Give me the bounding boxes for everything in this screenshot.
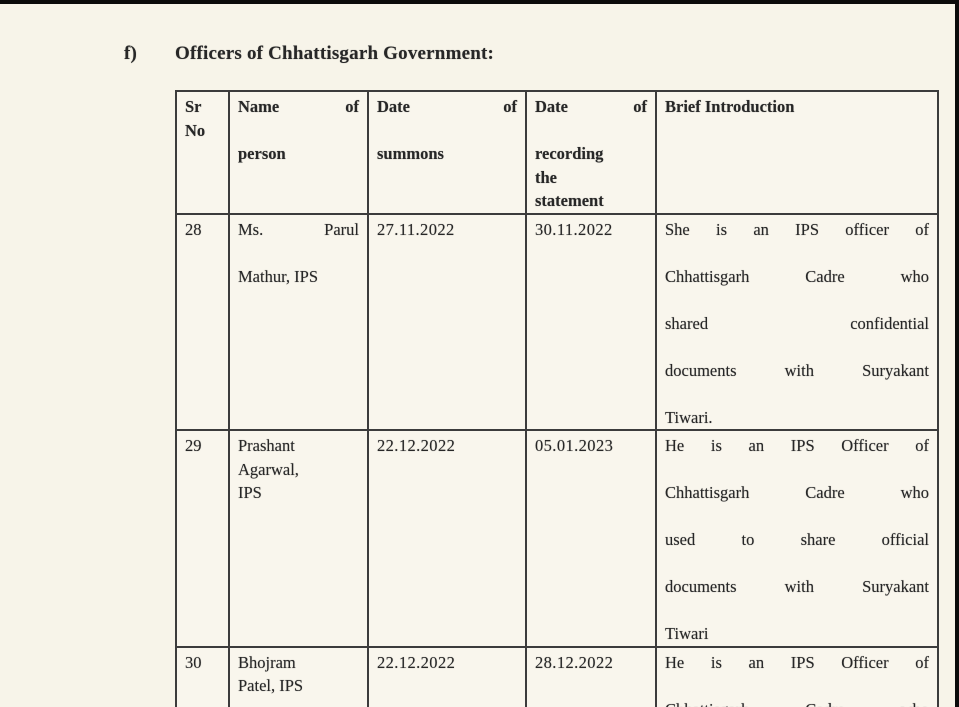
cell-date-of-recording: 05.01.2023 (525, 429, 657, 648)
text-line: Chhattisgarh Cadre who (665, 483, 929, 502)
cell-brief-introduction: He is an IPS Officer of Chhattisgarh Cad… (655, 645, 939, 707)
text-line: documents with Suryakant (665, 360, 929, 380)
cell-sr-no: 28 (175, 212, 230, 431)
text-line: Chhattisgarh Cadre who (665, 266, 929, 286)
header-line: Date of (377, 97, 517, 116)
section-heading: f) Officers of Chhattisgarh Government: (124, 43, 494, 65)
section-title: Officers of Chhattisgarh Government: (175, 43, 495, 64)
header-line: Sr (185, 97, 202, 116)
header-cell-date-of-summons: Date of summons (367, 90, 527, 215)
cell-date-of-summons: 22.12.2022 (367, 645, 527, 707)
section-label: f) (124, 43, 138, 64)
header-line: recording (535, 144, 604, 163)
text-line: Tiwari (665, 624, 709, 643)
text-line: used to share official (665, 530, 929, 549)
officers-table: Sr No Name of person Date of summons Dat… (175, 90, 939, 707)
cell-brief-introduction: She is an IPS officer of Chhattisgarh Ca… (655, 212, 939, 431)
cell-name: Ms. Parul Mathur, IPS (228, 212, 369, 431)
header-line: the (535, 167, 557, 187)
header-line: Date of (535, 97, 647, 116)
table-row: 28 Ms. Parul Mathur, IPS 27.11.2022 30.1… (175, 212, 939, 431)
cell-date-of-summons: 27.11.2022 (367, 212, 527, 431)
text-line: Chhattisgarh Cadre who (665, 698, 929, 707)
table-row: 30 Bhojram Patel, IPS 22.12.2022 28.12.2… (175, 645, 939, 707)
text-line: He is an IPS Officer of (665, 436, 929, 455)
text-line: She is an IPS officer of (665, 219, 929, 239)
header-line: statement (535, 191, 604, 210)
cell-sr-no: 29 (175, 429, 230, 648)
text-line: Agarwal, (238, 459, 299, 479)
header-line: summons (377, 144, 444, 163)
table-row: 29 Prashant Agarwal, IPS 22.12.2022 05.0… (175, 429, 939, 648)
text-line: Bhojram (238, 652, 296, 672)
text-line: Ms. Parul (238, 219, 359, 239)
cell-name: Bhojram Patel, IPS (228, 645, 369, 707)
cell-date-of-recording: 30.11.2022 (525, 212, 657, 431)
header-line: Brief Introduction (665, 97, 795, 116)
cell-date-of-summons: 22.12.2022 (367, 429, 527, 648)
header-line: Name of (238, 97, 359, 116)
text-line: Mathur, IPS (238, 266, 319, 286)
top-edge-bar (0, 0, 959, 4)
text-line: Patel, IPS (238, 676, 304, 695)
text-line: Tiwari. (665, 407, 713, 427)
text-line: He is an IPS Officer of (665, 652, 929, 672)
text-line: IPS (238, 483, 262, 502)
cell-name: Prashant Agarwal, IPS (228, 429, 369, 648)
cell-brief-introduction: He is an IPS Officer of Chhattisgarh Cad… (655, 429, 939, 648)
cell-sr-no: 30 (175, 645, 230, 707)
table-header-row: Sr No Name of person Date of summons Dat… (175, 90, 939, 215)
cell-date-of-recording: 28.12.2022 (525, 645, 657, 707)
header-cell-name: Name of person (228, 90, 369, 215)
text-line: shared confidential (665, 313, 929, 333)
header-cell-brief-introduction: Brief Introduction (655, 90, 939, 215)
header-line: person (238, 144, 286, 163)
header-cell-date-of-recording: Date of recording the statement (525, 90, 657, 215)
right-edge-bar (955, 0, 959, 707)
text-line: Prashant (238, 436, 295, 455)
header-line: No (185, 120, 206, 140)
header-cell-sr-no: Sr No (175, 90, 230, 215)
text-line: documents with Suryakant (665, 577, 929, 596)
